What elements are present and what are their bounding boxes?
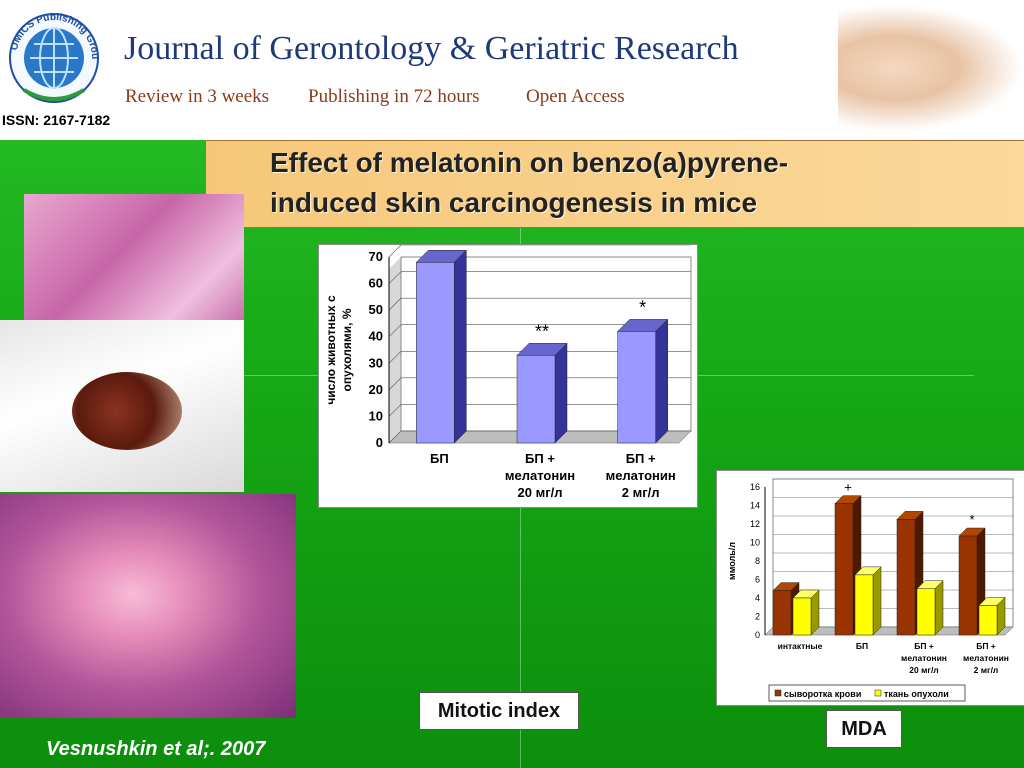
omics-logo: OMICS Publishing Group	[4, 4, 100, 103]
chart2-y-tick: 0	[755, 630, 760, 640]
chart1-annotation: **	[535, 321, 549, 341]
issn-number: ISSN: 2167-7182	[2, 112, 111, 128]
tagline-review: Review in 3 weeks	[125, 86, 270, 107]
chart1-y-tick: 20	[369, 382, 383, 397]
chart1-y-tick: 50	[369, 302, 383, 317]
tagline-publishing: Publishing in 72 hours	[308, 86, 480, 107]
slide-title-box: Effect of melatonin on benzo(a)pyrene- i…	[205, 140, 1024, 228]
chart1-bar	[416, 262, 455, 444]
chart2-annotation: +	[844, 480, 852, 495]
tumor-shape	[72, 372, 182, 450]
chart1-category-label: БП +	[525, 451, 555, 466]
chart1-gridline-depth	[388, 377, 402, 391]
chart2-bar	[978, 605, 998, 636]
chart1-category-label: мелатонин	[606, 468, 676, 483]
chart1-y-tick: 70	[369, 249, 383, 264]
chart1-gridline-depth	[388, 244, 402, 258]
chart2-legend-swatch	[774, 689, 782, 697]
chart1-y-tick: 10	[369, 408, 383, 423]
chart1-annotation: *	[639, 297, 646, 317]
chart1-category-label: БП +	[626, 451, 656, 466]
chart1-gridline-depth	[388, 351, 402, 364]
mda-chart: 0 2 4 6 8 10 12 14 16 интактные + БП БП + мелатонин 20…	[727, 478, 1014, 702]
chart1-gridline-depth	[388, 271, 402, 284]
mitotic-index-label: Mitotic index	[419, 692, 579, 730]
chart1-bar-side	[454, 249, 467, 444]
chart2-y-tick: 14	[750, 501, 760, 511]
chart2-category-label: 20 мг/л	[909, 665, 938, 675]
journal-header: OMICS Publishing Group ISSN: 2167-7182 J…	[0, 0, 1024, 140]
chart2-bar	[792, 597, 812, 636]
chart2-legend	[768, 684, 966, 702]
mda-chart-panel: 0 2 4 6 8 10 12 14 16 интактные + БП БП + мелатонин 20…	[716, 470, 1024, 706]
chart1-y-tick: 40	[369, 329, 383, 344]
chart1-y-label: опухолями, %	[340, 308, 354, 391]
chart2-category-label: БП	[856, 641, 868, 651]
chart2-bar-side	[872, 566, 882, 636]
chart1-category-label: 20 мг/л	[518, 485, 563, 500]
slide-title-line-1: Effect of melatonin on benzo(a)pyrene-	[270, 147, 789, 178]
chart1-bar-side	[554, 342, 568, 444]
chart2-y-tick: 8	[755, 556, 760, 566]
chart2-category-label: интактные	[778, 641, 823, 651]
mitotic-chart-panel: 0 10 20 30 40 50 60 70 БП ** БП + мелатонин 20 мг/л *…	[318, 244, 698, 508]
chart2-bar-side	[934, 580, 944, 636]
chart2-bar	[896, 519, 916, 636]
chart1-gridline-depth	[388, 430, 402, 444]
chart1-gridline-depth	[388, 404, 402, 417]
chart1-bar	[516, 355, 556, 444]
tagline-open-access: Open Access	[526, 86, 625, 107]
citation: Vesnushkin et al;. 2007	[46, 738, 266, 760]
chart2-y-tick: 16	[750, 482, 760, 492]
chart2-bar	[772, 590, 792, 636]
chart1-y-tick: 0	[376, 435, 383, 450]
chart1-bar-side	[655, 318, 668, 444]
slide-title-line-2: induced skin carcinogenesis in mice	[270, 187, 758, 218]
chart1-bar	[617, 331, 656, 444]
chart2-annotation: *	[969, 512, 974, 527]
chart2-bar	[916, 588, 936, 636]
chart1-y-tick: 60	[369, 276, 383, 291]
chart1-gridline-depth	[388, 297, 402, 311]
chart2-y-tick: 4	[755, 593, 760, 603]
chart1-y-tick: 30	[369, 355, 383, 370]
chart1-category-label: 2 мг/л	[622, 485, 660, 500]
mitotic-chart: 0 10 20 30 40 50 60 70 БП ** БП + мелатонин 20 мг/л *…	[324, 244, 692, 500]
chart2-legend-swatch	[874, 689, 882, 697]
chart2-category-label: 2 мг/л	[974, 665, 999, 675]
chart2-category-label: БП +	[914, 641, 934, 651]
chart1-category-label: БП	[430, 451, 449, 466]
chart1-y-label: число животных с	[324, 295, 338, 405]
chart2-category-label: мелатонин	[963, 653, 1009, 663]
chart2-bar	[834, 503, 854, 636]
chart2-y-tick: 2	[755, 612, 760, 622]
chart2-legend-label: ткань опухоли	[884, 689, 949, 699]
chart1-gridline-depth	[388, 324, 402, 337]
journal-title: Journal of Gerontology & Geriatric Resea…	[124, 30, 739, 67]
mouse-tumor-photo	[0, 320, 244, 492]
chart2-category-label: БП +	[976, 641, 996, 651]
chart2-y-tick: 6	[755, 575, 760, 585]
chart2-bar	[958, 535, 978, 636]
elderly-couple-photo	[838, 4, 1024, 132]
chart2-legend-label: сыворотка крови	[784, 689, 861, 699]
chart2-y-label: ммоль/л	[727, 542, 737, 580]
chart1-left-wall	[389, 257, 401, 443]
chart1-category-label: мелатонин	[505, 468, 575, 483]
chart2-y-tick: 12	[750, 519, 760, 529]
mda-label: MDA	[826, 710, 902, 748]
histology-image-bottom	[0, 494, 296, 718]
chart2-category-label: мелатонин	[901, 653, 947, 663]
chart2-bar	[854, 574, 874, 636]
chart2-y-tick: 10	[750, 538, 760, 548]
